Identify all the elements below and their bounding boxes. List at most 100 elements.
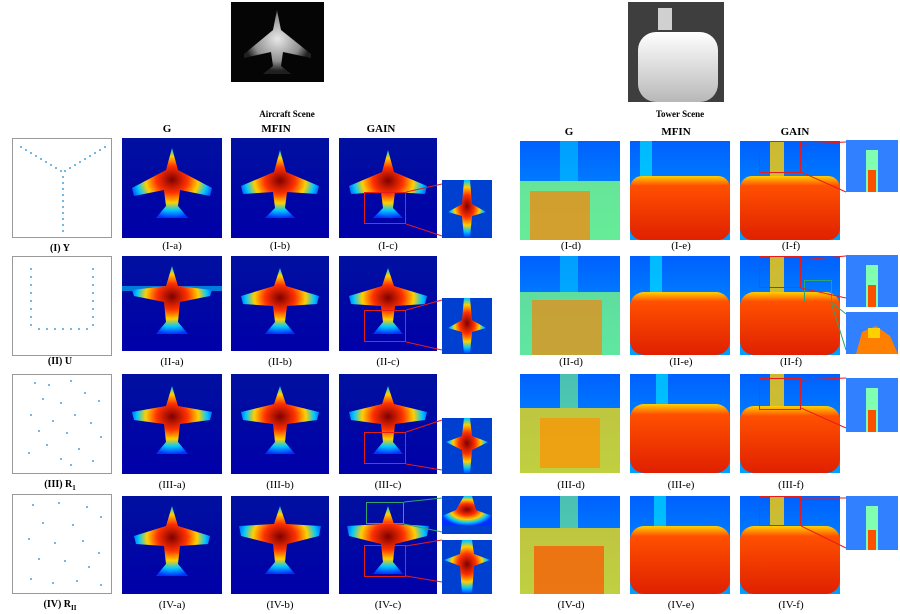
caption-ii-d: (II-d) [559, 356, 583, 368]
zoom-connector-ii-f [801, 255, 847, 351]
zoom-box-iii-c [364, 432, 406, 464]
row-label-ii: (II) U [47, 356, 73, 367]
caption-iii-d: (III-d) [557, 479, 585, 491]
caption-iii-e: (III-e) [667, 479, 695, 491]
zoom-connector-iv-f [801, 497, 847, 549]
panel-iii-f [740, 374, 840, 473]
zoom-box-iii-f [759, 378, 801, 410]
caption-i-f: (I-f) [781, 240, 801, 252]
panel-iv-c [339, 496, 437, 594]
array-plot-r1 [12, 374, 112, 474]
header-left-g: G [162, 123, 172, 135]
zoom-connector-i-f [801, 141, 847, 193]
caption-i-d: (I-d) [560, 240, 582, 252]
zoom-inset-iv-c [442, 540, 492, 594]
panel-iii-e [630, 374, 730, 473]
zoom-box-alt-iv-c [366, 502, 404, 524]
zoom-inset-ii-f [846, 255, 898, 307]
caption-i-c: (I-c) [378, 240, 398, 252]
panel-iv-e [630, 496, 730, 594]
caption-iv-e: (IV-e) [667, 599, 695, 611]
array-points-r2 [28, 502, 102, 586]
array-points-y [20, 146, 106, 232]
caption-iii-f: (III-f) [778, 479, 804, 491]
caption-iii-c: (III-c) [374, 479, 402, 491]
panel-i-b [231, 138, 329, 238]
panel-i-f [740, 141, 840, 240]
caption-ii-a: (II-a) [160, 356, 184, 368]
panel-ii-d [520, 256, 620, 355]
zoom-inset-iv-f [846, 496, 898, 550]
header-right-gain: GAIN [780, 126, 810, 138]
panel-iii-c [339, 374, 437, 474]
panel-iv-f [740, 496, 840, 594]
zoom-connector-iv-c [404, 497, 443, 583]
caption-i-e: (I-e) [671, 240, 691, 252]
panel-iii-b [231, 374, 329, 474]
zoom-box-ii-f [759, 256, 801, 288]
array-plot-y [12, 138, 112, 238]
row-label-iii-sub: 1 [72, 484, 76, 492]
header-right-mfin: MFIN [661, 126, 691, 138]
row-label-iv: (IV) RII [15, 599, 105, 612]
panel-ii-a [122, 256, 222, 351]
caption-iii-a: (III-a) [158, 479, 186, 491]
zoom-inset-iii-c [442, 418, 492, 474]
caption-iv-a: (IV-a) [158, 599, 186, 611]
row-label-iii: (III) R1 [15, 479, 105, 492]
zoom-box-iv-f [759, 496, 801, 526]
zoom-connector-ii-c [406, 299, 443, 351]
zoom-connector-i-c [406, 183, 443, 237]
zoom-inset-ii-c [442, 298, 492, 354]
panel-iv-a [122, 496, 222, 594]
panel-ii-f [740, 256, 840, 355]
zoom-inset-i-c [442, 180, 492, 238]
zoom-inset-alt-iv-c [442, 496, 492, 534]
zoom-connector-iii-c [406, 419, 443, 471]
array-plot-r2 [12, 494, 112, 594]
panel-i-d [520, 141, 620, 240]
panel-ii-e [630, 256, 730, 355]
zoom-box-iv-c [364, 545, 406, 577]
tower-scene-label: Tower Scene [655, 109, 705, 119]
panel-iii-d [520, 374, 620, 473]
panel-ii-b [231, 256, 329, 351]
header-left-mfin: MFIN [261, 123, 291, 135]
caption-ii-f: (II-f) [780, 356, 802, 368]
zoom-connector-iii-f [801, 377, 847, 429]
panel-iv-b [231, 496, 329, 594]
tower-scene-thumbnail [628, 2, 724, 102]
array-points-u [30, 268, 94, 330]
caption-ii-c: (II-c) [376, 356, 400, 368]
panel-iii-a [122, 374, 222, 474]
panel-ii-c [339, 256, 437, 351]
caption-i-a: (I-a) [162, 240, 182, 252]
caption-iv-c: (IV-c) [374, 599, 402, 611]
header-left-gain: GAIN [366, 123, 396, 135]
aircraft-scene-label: Aircraft Scene [259, 109, 315, 119]
row-label-iv-sub: II [71, 604, 77, 612]
array-points-r1 [28, 380, 102, 466]
panel-iv-d [520, 496, 620, 594]
caption-ii-b: (II-b) [268, 356, 292, 368]
caption-iv-d: (IV-d) [557, 599, 585, 611]
row-label-iii-text: (III) R [44, 479, 73, 490]
zoom-box-i-f [759, 141, 801, 173]
row-label-i: (I) Y [50, 243, 70, 254]
array-plot-u [12, 256, 112, 356]
caption-ii-e: (II-e) [669, 356, 693, 368]
zoom-box-alt-ii-f [804, 280, 832, 302]
row-label-iv-text: (IV) R [43, 599, 72, 610]
zoom-inset-iii-f [846, 378, 898, 432]
zoom-inset-i-f [846, 140, 898, 192]
panel-i-c [339, 138, 437, 238]
zoom-inset-alt-ii-f [846, 312, 898, 354]
caption-iii-b: (III-b) [266, 479, 294, 491]
tower-silhouette [628, 2, 724, 102]
caption-iv-f: (IV-f) [778, 599, 804, 611]
caption-i-b: (I-b) [269, 240, 291, 252]
panel-i-e [630, 141, 730, 240]
zoom-box-i-c [364, 192, 406, 224]
aircraft-scene-thumbnail [231, 2, 324, 82]
aircraft-silhouette [244, 10, 311, 74]
